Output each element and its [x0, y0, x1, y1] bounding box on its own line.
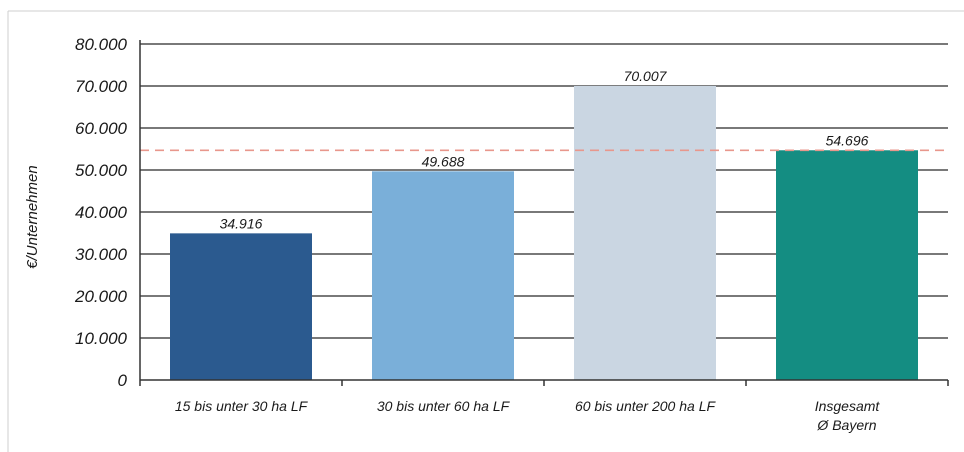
y-tick-label: 70.000	[75, 77, 128, 96]
category-label: 60 bis unter 200 ha LF	[575, 398, 717, 414]
y-tick-label: 40.000	[75, 203, 128, 222]
y-tick-label: 60.000	[75, 119, 128, 138]
y-tick-label: 20.000	[74, 287, 128, 306]
category-label: Insgesamt	[815, 398, 881, 414]
bar	[574, 85, 716, 381]
bar	[372, 171, 514, 380]
bar-value-label: 49.688	[422, 153, 465, 169]
labels: 0 10.000 20.000 30.000 40.000 50.000 60.000 70.…	[74, 35, 880, 433]
bar-value-label: 54.696	[826, 132, 869, 148]
category-label: 30 bis unter 60 ha LF	[377, 398, 511, 414]
category-label: Ø Bayern	[816, 417, 876, 433]
y-tick-label: 10.000	[75, 329, 128, 348]
bar	[170, 233, 312, 380]
y-tick-label: 0	[118, 371, 128, 390]
category-label: 15 bis unter 30 ha LF	[175, 398, 309, 414]
bar-value-label: 70.007	[624, 68, 668, 84]
bar-value-label: 34.916	[220, 215, 263, 231]
bar	[776, 150, 918, 380]
y-tick-label: 80.000	[75, 35, 128, 54]
bars	[170, 85, 918, 381]
y-axis-title: €/Unternehmen	[24, 165, 41, 268]
y-tick-label: 30.000	[75, 245, 128, 264]
y-tick-label: 50.000	[75, 161, 128, 180]
axes	[139, 40, 949, 386]
